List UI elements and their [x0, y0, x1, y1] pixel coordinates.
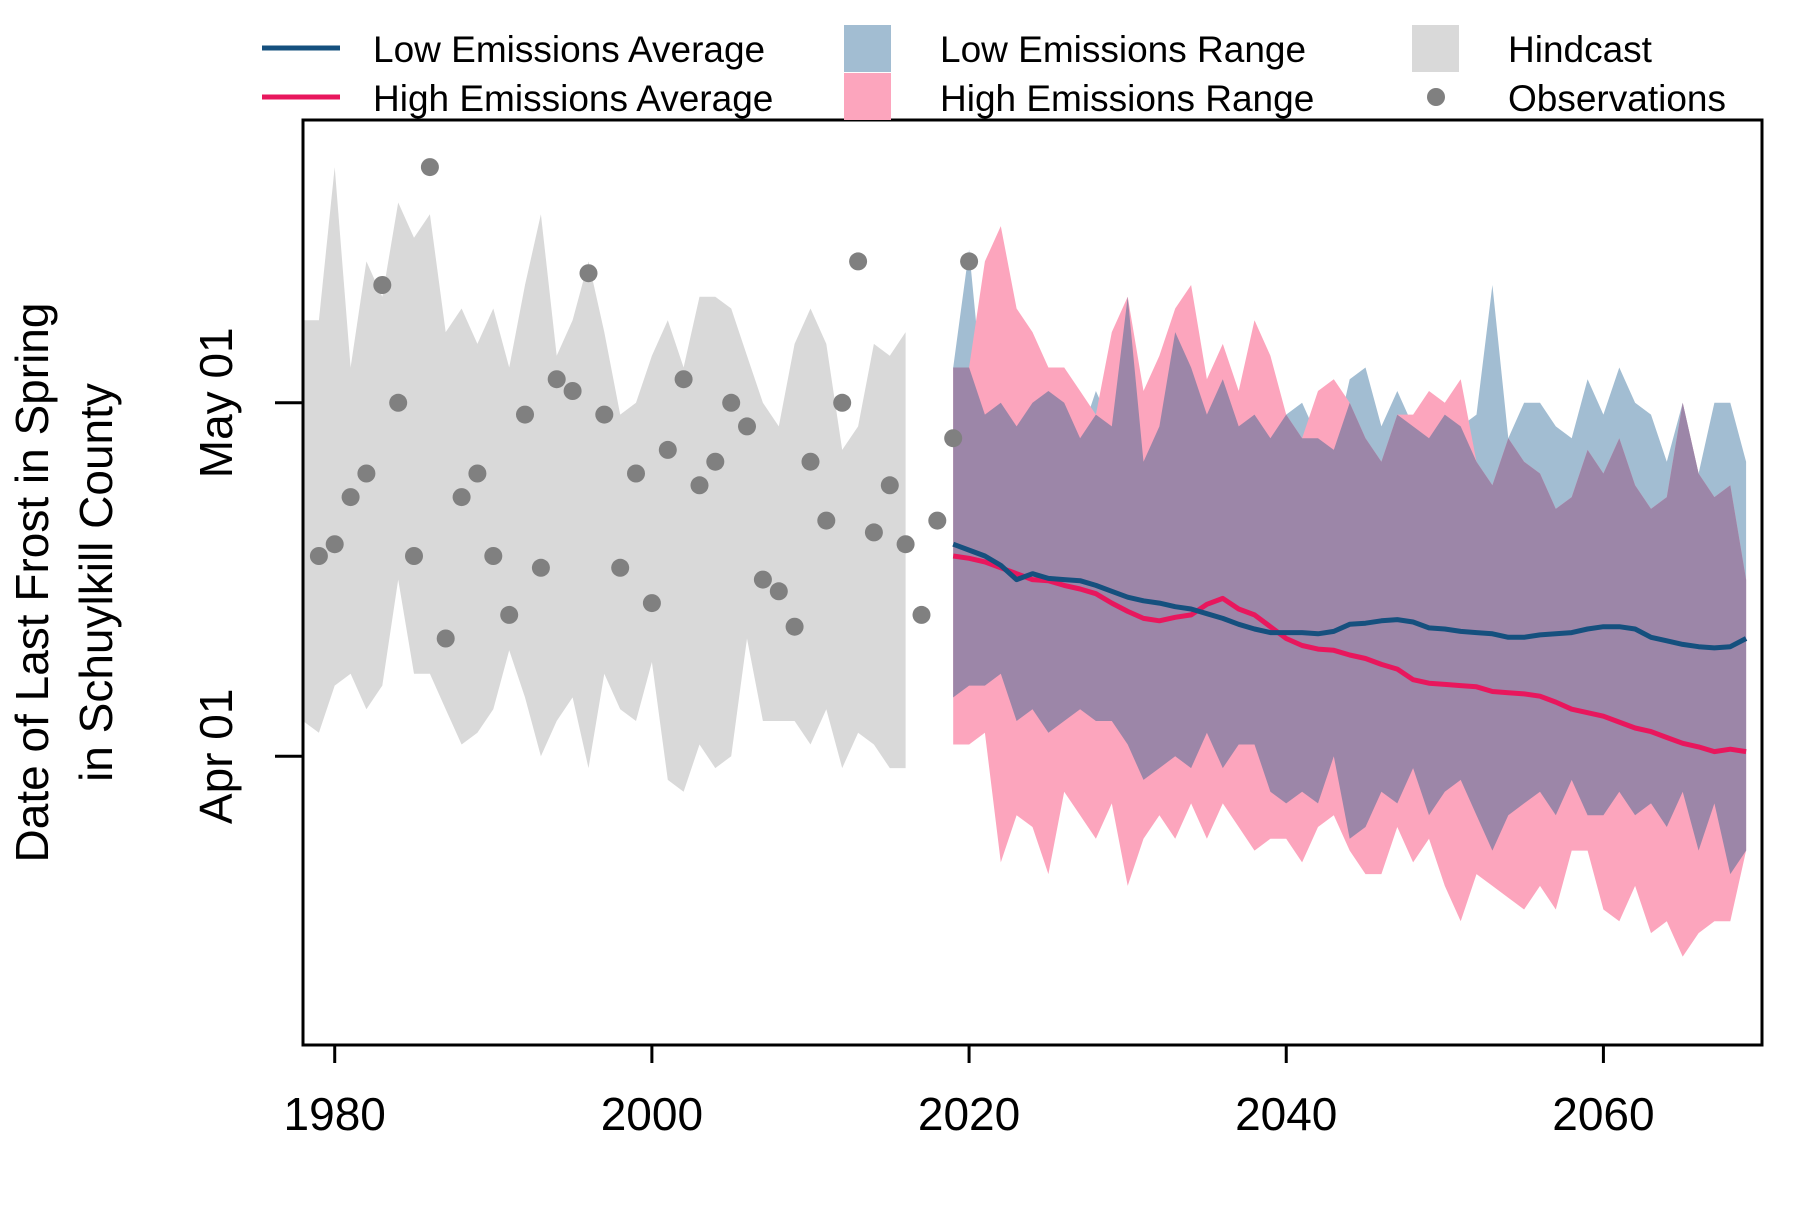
- observation-point: [722, 393, 741, 412]
- legend-swatch-low-emissions-range: [844, 25, 891, 72]
- legend-label-low-emissions-range: Low Emissions Range: [940, 29, 1306, 70]
- hindcast-range-band: [303, 167, 906, 792]
- observation-point: [516, 405, 534, 424]
- y-tick-label: Apr 01: [190, 689, 242, 825]
- observation-point: [833, 393, 852, 412]
- legend-label-high-emissions-range: High Emissions Range: [940, 78, 1314, 119]
- low-emissions-average-line: [952, 541, 1748, 651]
- observation-point: [706, 452, 725, 471]
- observation-point: [452, 488, 471, 507]
- legend-swatch-observations: [1427, 88, 1445, 106]
- observation-point: [642, 594, 661, 613]
- observation-point: [960, 252, 979, 271]
- observation-point: [484, 547, 503, 565]
- legend-label-observations: Observations: [1508, 78, 1726, 119]
- observation-point: [341, 488, 360, 507]
- observation-point: [896, 535, 915, 554]
- observation-point: [531, 558, 550, 577]
- observation-point: [880, 476, 899, 495]
- x-tick-label: 2000: [601, 1088, 703, 1140]
- observation-point: [309, 547, 328, 565]
- x-tick-label: 1980: [284, 1088, 386, 1140]
- observation-point: [690, 476, 709, 495]
- observation-point: [785, 617, 804, 636]
- observation-point: [769, 582, 788, 601]
- observation-points-layer: [309, 158, 979, 648]
- observation-point: [674, 370, 693, 389]
- observation-point: [405, 547, 423, 565]
- legend-label-hindcast: Hindcast: [1508, 29, 1653, 70]
- range-layer: [953, 226, 1747, 957]
- observation-point: [357, 464, 376, 483]
- axes-layer: 1980 2000 2020 2040 2060 Apr 01 May 01: [190, 327, 1655, 1140]
- observation-point: [579, 264, 598, 283]
- observation-point: [658, 440, 677, 459]
- legend-label-low-emissions-average: Low Emissions Average: [373, 29, 765, 70]
- observation-point: [389, 393, 408, 412]
- observation-point: [547, 370, 566, 389]
- observation-point: [753, 570, 772, 589]
- observation-point: [817, 511, 836, 530]
- observation-point: [500, 605, 519, 624]
- legend: Low Emissions Average High Emissions Ave…: [262, 25, 1726, 120]
- observation-point: [420, 158, 439, 177]
- observation-point: [373, 276, 392, 294]
- y-tick-label: May 01: [190, 327, 242, 478]
- y-axis-title-line-1: Date of Last Frost in Spring: [6, 303, 58, 863]
- range-overlap-band: [953, 296, 1747, 875]
- x-tick-label: 2060: [1552, 1088, 1654, 1140]
- high-emissions-average-line: [952, 553, 1747, 755]
- y-axis-title-line-2: in Schuylkill County: [70, 383, 122, 782]
- hindcast-layer: [303, 167, 906, 792]
- observation-point: [738, 417, 756, 436]
- plot-frame: [301, 118, 1764, 1047]
- x-tick-label: 2040: [1235, 1088, 1337, 1140]
- observation-point: [944, 429, 963, 448]
- observation-point: [436, 629, 455, 648]
- observation-point: [801, 452, 820, 471]
- observation-point: [468, 464, 487, 483]
- observation-point: [325, 535, 344, 554]
- observation-point: [563, 382, 582, 400]
- legend-swatch-hindcast: [1412, 25, 1459, 72]
- observation-point: [595, 405, 614, 424]
- observation-point: [928, 511, 947, 530]
- legend-label-high-emissions-average: High Emissions Average: [373, 78, 773, 119]
- observation-point: [912, 605, 931, 624]
- average-lines-layer: [952, 541, 1748, 755]
- observation-point: [611, 558, 630, 577]
- legend-swatch-high-emissions-range: [844, 73, 891, 120]
- observation-point: [864, 523, 883, 542]
- x-tick-label: 2020: [918, 1088, 1020, 1140]
- observation-point: [849, 252, 868, 271]
- observation-point: [627, 464, 645, 483]
